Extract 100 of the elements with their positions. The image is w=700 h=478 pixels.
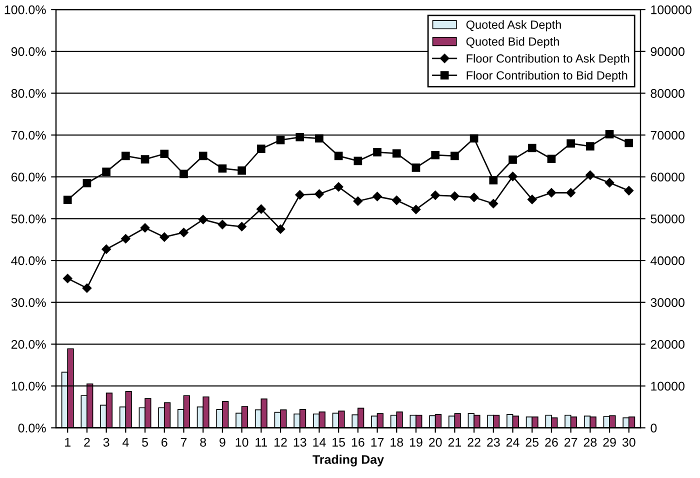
point bbox=[102, 168, 110, 176]
point bbox=[431, 150, 440, 160]
y-tick-label: 60.0% bbox=[11, 172, 46, 182]
point bbox=[296, 132, 304, 142]
x-tick-label: 23 bbox=[487, 438, 500, 447]
point bbox=[315, 134, 324, 143]
point bbox=[102, 244, 111, 254]
x-tick-label: 25 bbox=[526, 438, 539, 447]
y-tick-label: 80.0% bbox=[11, 89, 46, 98]
x-tick-label: 16 bbox=[352, 438, 364, 447]
point bbox=[412, 163, 420, 172]
point bbox=[469, 192, 479, 202]
point bbox=[218, 164, 227, 173]
point bbox=[450, 152, 459, 160]
point bbox=[63, 196, 72, 204]
y-tick-label: 20.0% bbox=[11, 340, 46, 349]
point bbox=[546, 188, 556, 198]
point bbox=[586, 170, 595, 180]
point bbox=[488, 199, 498, 208]
legend-label: Quoted Ask Depth bbox=[466, 20, 561, 32]
y-tick-label: 90.0% bbox=[11, 47, 46, 56]
x-tick-label: 18 bbox=[390, 438, 404, 447]
point bbox=[121, 234, 130, 244]
point bbox=[470, 134, 478, 143]
x-tick-label: 9 bbox=[220, 438, 226, 447]
point bbox=[354, 156, 362, 166]
y2-tick-label: 10000 bbox=[651, 382, 684, 391]
y-tick-label: 50.0% bbox=[11, 214, 46, 224]
point bbox=[198, 152, 208, 160]
x-tick-label: 10 bbox=[236, 438, 248, 447]
x-tick-label: 19 bbox=[410, 438, 422, 447]
point bbox=[508, 172, 518, 182]
y2-tick-label: 40000 bbox=[650, 256, 684, 266]
point bbox=[334, 182, 344, 192]
point bbox=[256, 204, 266, 214]
point bbox=[276, 136, 285, 144]
point bbox=[140, 155, 150, 164]
point bbox=[276, 224, 286, 234]
point bbox=[82, 283, 92, 293]
legend-label: Floor Contribution to Bid Depth bbox=[466, 70, 628, 82]
x-tick-label: 15 bbox=[332, 438, 345, 447]
point bbox=[140, 223, 150, 233]
point bbox=[295, 190, 304, 200]
point bbox=[160, 150, 169, 158]
x-axis-title: Trading Day bbox=[312, 454, 384, 466]
y2-tick-label: 80000 bbox=[650, 89, 684, 98]
x-tick-label: 2 bbox=[84, 438, 90, 447]
point bbox=[411, 204, 421, 214]
x-tick-label: 13 bbox=[294, 438, 306, 447]
y2-tick-label: 100000 bbox=[651, 5, 692, 14]
point bbox=[566, 139, 575, 148]
y2-tick-label: 20000 bbox=[650, 340, 684, 349]
point bbox=[198, 214, 208, 224]
legend-label: Quoted Bid Depth bbox=[466, 37, 559, 48]
point bbox=[256, 144, 266, 154]
point bbox=[160, 232, 170, 242]
y2-tick-label: 50000 bbox=[650, 214, 684, 224]
point bbox=[489, 176, 498, 184]
x-tick-label: 12 bbox=[274, 438, 287, 447]
point bbox=[373, 148, 382, 156]
point bbox=[586, 142, 594, 150]
point bbox=[392, 196, 402, 205]
point bbox=[180, 170, 188, 178]
point bbox=[508, 156, 517, 164]
point bbox=[528, 144, 536, 152]
point bbox=[624, 186, 634, 196]
point bbox=[353, 196, 363, 206]
y-tick-label: 0.0% bbox=[18, 424, 46, 432]
x-tick-label: 20 bbox=[429, 438, 442, 447]
x-tick-label: 3 bbox=[103, 438, 110, 447]
x-tick-label: 22 bbox=[468, 438, 480, 447]
x-tick-label: 6 bbox=[162, 438, 168, 447]
point bbox=[566, 188, 576, 198]
y-tick-label: 100.0% bbox=[4, 5, 46, 14]
x-tick-label: 17 bbox=[371, 438, 384, 447]
point bbox=[372, 192, 382, 202]
x-tick-label: 4 bbox=[122, 438, 129, 447]
x-tick-label: 27 bbox=[564, 438, 578, 447]
x-tick-label: 28 bbox=[584, 438, 597, 447]
legend-label: Floor Contribution to Ask Depth bbox=[466, 54, 630, 66]
x-tick-label: 7 bbox=[180, 438, 187, 447]
y2-tick-label: 90000 bbox=[650, 47, 684, 56]
point bbox=[547, 154, 556, 164]
point bbox=[430, 190, 440, 200]
point bbox=[179, 228, 188, 238]
point bbox=[82, 178, 92, 188]
point bbox=[62, 274, 72, 284]
point bbox=[237, 222, 246, 232]
y2-tick-label: 30000 bbox=[650, 298, 684, 307]
y-tick-label: 70.0% bbox=[11, 130, 46, 140]
y2-tick-label: 0 bbox=[650, 424, 657, 432]
y-tick-label: 30.0% bbox=[11, 298, 46, 307]
x-tick-label: 30 bbox=[622, 438, 636, 447]
point bbox=[314, 189, 324, 199]
point bbox=[218, 220, 228, 230]
point bbox=[624, 138, 634, 148]
y2-tick-label: 70000 bbox=[650, 130, 684, 140]
x-tick-label: 24 bbox=[506, 438, 520, 447]
x-tick-label: 11 bbox=[256, 438, 268, 447]
point bbox=[334, 152, 343, 160]
